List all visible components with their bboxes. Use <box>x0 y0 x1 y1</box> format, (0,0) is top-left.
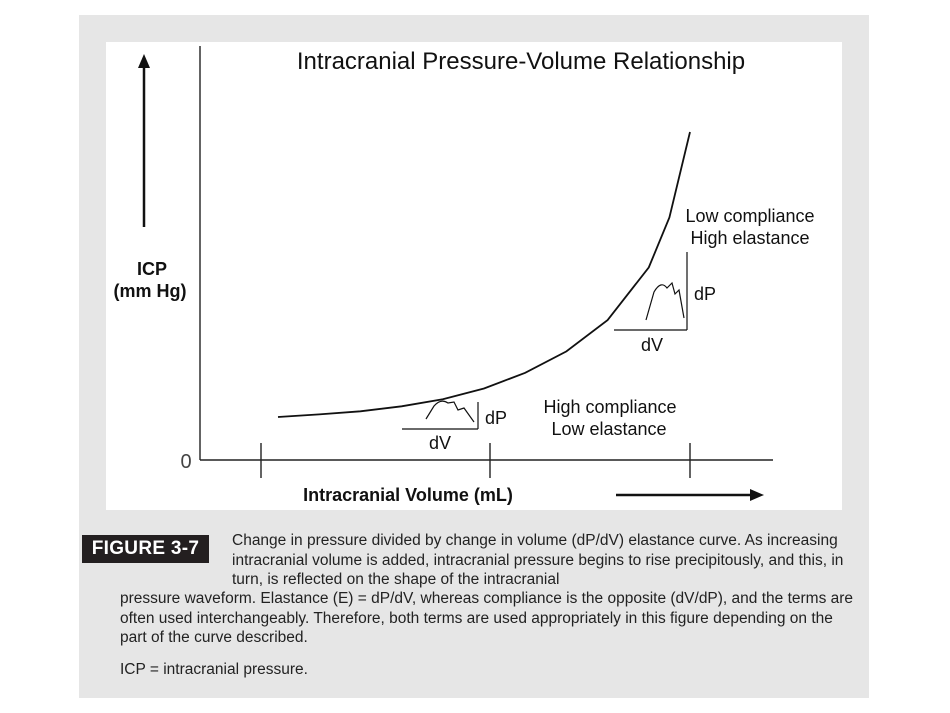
x-arrow-head <box>750 489 764 501</box>
low-elastance-label: Low elastance <box>551 419 666 439</box>
chart: Intracranial Pressure-Volume Relationshi… <box>114 46 815 505</box>
dv-label-high-compliance: dV <box>429 433 451 453</box>
elastance-curve <box>277 131 691 418</box>
dp-label-low-compliance: dP <box>694 284 716 304</box>
waveform-icon-high-compliance <box>402 400 479 430</box>
origin-label: 0 <box>180 451 191 473</box>
high-compliance-label: High compliance <box>543 397 676 417</box>
figure-abbreviation: ICP = intracranial pressure. <box>120 661 308 678</box>
chart-title: Intracranial Pressure-Volume Relationshi… <box>297 48 745 75</box>
high-elastance-label: High elastance <box>690 228 809 248</box>
waveform-icon-low-compliance <box>614 252 688 331</box>
figure-caption-first: Change in pressure divided by change in … <box>232 532 844 588</box>
low-compliance-label: Low compliance <box>685 206 814 226</box>
figure-badge: FIGURE 3-7 <box>82 535 209 563</box>
dp-label-high-compliance: dP <box>485 408 507 428</box>
x-ticks <box>260 443 691 478</box>
y-arrow-head <box>138 54 150 68</box>
y-axis-label-line2: (mm Hg) <box>114 281 187 301</box>
y-axis-label-line1: ICP <box>137 259 167 279</box>
chart-area: Intracranial Pressure-Volume Relationshi… <box>106 42 842 510</box>
figure-caption-continued: pressure waveform. Elastance (E) = dP/dV… <box>120 590 854 646</box>
dv-label-low-compliance: dV <box>641 335 663 355</box>
x-axis-label: Intracranial Volume (mL) <box>303 485 513 505</box>
